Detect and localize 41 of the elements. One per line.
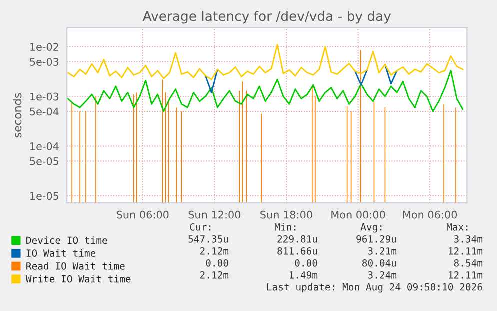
text: 12.11m bbox=[449, 247, 483, 255]
text: 0.00 bbox=[295, 259, 318, 267]
chart-title: Average latency for /dev/vda - by day bbox=[142, 11, 392, 24]
text: 961.29u bbox=[356, 235, 396, 243]
x-tick-label: Sun 18:00 bbox=[260, 210, 312, 219]
line-series bbox=[67, 70, 464, 112]
x-tick-label: Mon 06:00 bbox=[403, 210, 458, 219]
text: 0.00 bbox=[206, 259, 228, 267]
y-tick-label: 1e-05 bbox=[30, 192, 59, 200]
text: Max: bbox=[446, 224, 468, 231]
x-tick-label: Sun 12:00 bbox=[188, 210, 241, 219]
text: 12.11m bbox=[449, 271, 483, 279]
text: Cur: bbox=[190, 223, 211, 231]
y-tick-label: 5e-05 bbox=[30, 157, 59, 166]
y-tick-label: 1e-04 bbox=[30, 142, 59, 150]
text: 3.24m bbox=[368, 271, 397, 279]
legend-label: Device IO time bbox=[26, 236, 108, 244]
text: Avg: bbox=[360, 224, 382, 233]
x-tick-label: Mon 00:00 bbox=[332, 210, 386, 219]
text: 3.21m bbox=[368, 247, 397, 255]
text: 547.35u bbox=[188, 235, 228, 243]
text: 2.12m bbox=[200, 271, 229, 279]
text: 1.49m bbox=[290, 271, 318, 279]
text: 2.12m bbox=[200, 247, 229, 255]
text: 8.54m bbox=[454, 259, 483, 267]
legend-label: Write IO Wait time bbox=[26, 275, 131, 283]
y-tick-label: 5e-03 bbox=[30, 58, 59, 66]
text: 3.34m bbox=[454, 235, 483, 243]
legend-label: Read IO Wait time bbox=[26, 262, 125, 270]
y-tick-label: 1e-02 bbox=[30, 43, 58, 51]
text: 80.04u bbox=[362, 259, 396, 267]
legend-label: IO Wait time bbox=[26, 249, 96, 257]
y-tick-label: 1e-03 bbox=[30, 92, 59, 101]
text: 811.66u bbox=[278, 247, 318, 255]
y-axis-title: seconds bbox=[13, 93, 22, 138]
text: 229.81u bbox=[278, 235, 318, 243]
x-tick-label: Sun 06:00 bbox=[117, 210, 169, 219]
y-tick-label: 5e-04 bbox=[30, 108, 59, 116]
text: Last update: Mon Aug 24 09:50:10 2026 bbox=[267, 283, 482, 293]
line-series bbox=[67, 44, 464, 80]
text: Min: bbox=[274, 223, 296, 231]
